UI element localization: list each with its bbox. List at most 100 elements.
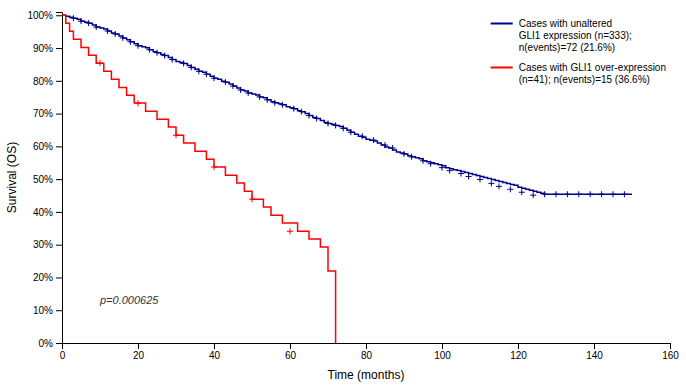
censor-mark <box>222 79 228 85</box>
tick-label: 20 <box>133 350 145 361</box>
tick: 20% <box>33 272 62 283</box>
tick-mark <box>594 343 595 349</box>
censor-mark <box>120 35 126 41</box>
censor-mark <box>409 154 415 160</box>
censor-mark <box>70 15 76 21</box>
legend-label: Cases with unalteredGLI1 expression (n=3… <box>519 18 632 53</box>
censor-mark <box>390 145 396 151</box>
y-axis-title: Survival (OS) <box>5 142 19 213</box>
survival-curve <box>62 15 336 343</box>
chart-container: 0204060801001201401600%10%20%30%40%50%60… <box>0 0 686 387</box>
annotation: p=0.000625 <box>99 294 159 306</box>
tick: 0 <box>60 343 66 361</box>
censor-mark <box>564 191 570 197</box>
censor-mark <box>587 191 593 197</box>
censor-mark <box>340 125 346 131</box>
censor-mark <box>196 68 202 74</box>
censor-mark <box>291 106 297 112</box>
censor-mark <box>306 113 312 119</box>
tick: 100 <box>434 343 451 361</box>
censor-mark <box>230 83 236 89</box>
censor-mark <box>621 191 627 197</box>
tick: 60% <box>33 141 62 152</box>
tick-label: 20% <box>33 272 53 283</box>
censor-mark <box>135 43 141 49</box>
censor-mark <box>610 191 616 197</box>
tick: 120 <box>510 343 527 361</box>
tick-mark <box>56 212 62 213</box>
x-axis: 020406080100120140160 <box>60 343 680 361</box>
tick-label: 30% <box>33 239 53 250</box>
censor-mark <box>298 109 304 115</box>
tick-mark <box>214 343 215 349</box>
censor-mark <box>211 164 217 170</box>
legend-swatch <box>491 23 513 25</box>
legend-entry: Cases with GLI1 over-expression(n=41); n… <box>491 62 666 85</box>
y-axis: 0% 10% 20% 30% 40% 50% 60% 70% 80% 90% 100% <box>27 10 62 349</box>
censor-mark <box>348 129 354 135</box>
censor-mark <box>359 133 365 139</box>
censor-mark <box>428 161 434 167</box>
censor-mark <box>371 137 377 143</box>
censor-mark <box>458 171 464 177</box>
censor-marks <box>70 15 627 198</box>
tick: 70% <box>33 108 62 119</box>
tick: 140 <box>586 343 603 361</box>
censor-mark <box>272 100 278 106</box>
censor-mark <box>488 180 494 186</box>
tick-label: 160 <box>662 350 679 361</box>
tick-mark <box>56 179 62 180</box>
censor-mark <box>181 60 187 66</box>
tick-mark <box>56 81 62 82</box>
tick-mark <box>290 343 291 349</box>
censor-mark <box>245 90 251 96</box>
tick-label: 60% <box>33 141 53 152</box>
tick: 50% <box>33 174 62 185</box>
censor-mark <box>257 94 263 100</box>
censor-mark <box>188 64 194 70</box>
tick-label: 120 <box>510 350 527 361</box>
censor-mark <box>249 196 255 202</box>
tick: 80 <box>361 343 373 361</box>
censor-mark <box>203 71 209 77</box>
tick-label: 40% <box>33 207 53 218</box>
tick-label: 90% <box>33 43 53 54</box>
censor-mark <box>420 158 426 164</box>
tick-mark <box>56 146 62 147</box>
tick-label: 140 <box>586 350 603 361</box>
tick: 40% <box>33 207 62 218</box>
censor-mark <box>97 60 103 66</box>
censor-mark <box>279 102 285 108</box>
x-axis-title: Time (months) <box>328 368 405 382</box>
tick-label: 80 <box>361 350 373 361</box>
tick-label: 100 <box>434 350 451 361</box>
censor-mark <box>496 183 502 189</box>
tick-mark <box>56 48 62 49</box>
censor-mark <box>238 87 244 93</box>
tick-label: 10% <box>33 305 53 316</box>
survival-curve <box>62 15 632 194</box>
censor-mark <box>135 100 141 106</box>
axis-line <box>63 344 671 350</box>
tick-label: 0 <box>60 350 66 361</box>
censor-mark <box>507 186 513 192</box>
tick-mark <box>56 310 62 311</box>
tick-label: 70% <box>33 108 53 119</box>
censor-mark <box>127 39 133 45</box>
censor-mark <box>466 174 472 180</box>
tick: 90% <box>33 43 62 54</box>
tick-label: 0% <box>39 338 54 349</box>
censor-mark <box>146 47 152 53</box>
censor-mark <box>439 165 445 171</box>
censor-mark <box>314 116 320 122</box>
chart: 0204060801001201401600%10%20%30%40%50%60… <box>0 0 686 387</box>
tick: 100% <box>27 10 62 21</box>
tick: 160 <box>662 343 679 361</box>
legend: Cases with unalteredGLI1 expression (n=3… <box>491 18 666 85</box>
legend-swatch <box>491 67 513 69</box>
censor-marks <box>97 60 293 234</box>
censor-mark <box>599 191 605 197</box>
tick-mark <box>56 15 62 16</box>
tick-label: 80% <box>33 76 53 87</box>
censor-mark <box>382 142 388 148</box>
